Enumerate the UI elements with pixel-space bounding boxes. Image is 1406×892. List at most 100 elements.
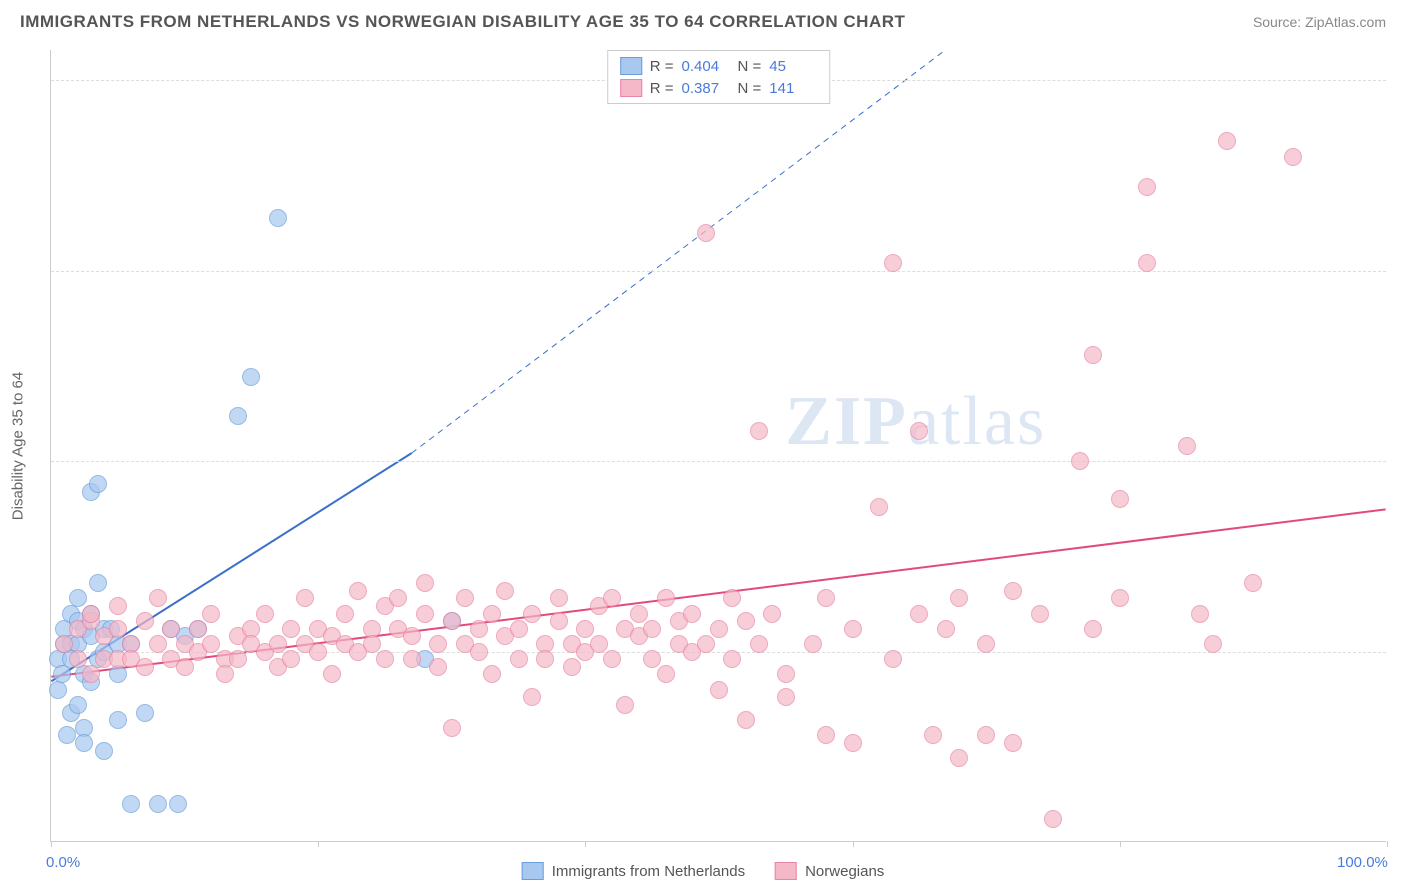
legend-series-label: Norwegians [805, 863, 884, 880]
scatter-point [723, 650, 741, 668]
scatter-point [69, 650, 87, 668]
scatter-point [563, 658, 581, 676]
legend-n-value: 45 [769, 58, 817, 75]
scatter-point [1138, 178, 1156, 196]
legend-r-label: R = [650, 80, 674, 97]
scatter-point [1084, 346, 1102, 364]
scatter-point [470, 620, 488, 638]
scatter-point [737, 612, 755, 630]
y-axis-title: Disability Age 35 to 64 [10, 372, 27, 520]
scatter-point [1218, 132, 1236, 150]
scatter-point [817, 589, 835, 607]
scatter-point [483, 605, 501, 623]
scatter-point [884, 254, 902, 272]
xtick-mark [51, 841, 52, 847]
scatter-chart: ZIPatlas R = 0.404N = 45R = 0.387N = 141… [50, 50, 1386, 842]
scatter-point [937, 620, 955, 638]
scatter-point [229, 650, 247, 668]
scatter-point [723, 589, 741, 607]
scatter-point [576, 620, 594, 638]
scatter-point [470, 643, 488, 661]
scatter-point [870, 498, 888, 516]
trendline-extrapolated [412, 50, 946, 453]
scatter-point [510, 620, 528, 638]
scatter-point [777, 688, 795, 706]
scatter-point [49, 681, 67, 699]
scatter-point [550, 612, 568, 630]
legend-r-value: 0.387 [682, 80, 730, 97]
scatter-point [844, 620, 862, 638]
scatter-point [349, 582, 367, 600]
scatter-point [456, 589, 474, 607]
scatter-point [176, 658, 194, 676]
scatter-point [69, 696, 87, 714]
xtick-label: 0.0% [46, 854, 80, 871]
scatter-point [763, 605, 781, 623]
scatter-point [977, 635, 995, 653]
scatter-point [1191, 605, 1209, 623]
legend-series-item: Norwegians [775, 862, 884, 880]
scatter-point [109, 620, 127, 638]
scatter-point [977, 726, 995, 744]
scatter-point [1044, 810, 1062, 828]
scatter-point [216, 665, 234, 683]
scatter-point [536, 650, 554, 668]
scatter-point [53, 665, 71, 683]
scatter-point [75, 734, 93, 752]
scatter-point [683, 605, 701, 623]
scatter-point [657, 665, 675, 683]
scatter-point [323, 665, 341, 683]
scatter-point [697, 224, 715, 242]
legend-series-item: Immigrants from Netherlands [522, 862, 745, 880]
legend-r-value: 0.404 [682, 58, 730, 75]
scatter-point [1178, 437, 1196, 455]
gridline-h [51, 461, 1386, 462]
xtick-mark [1387, 841, 1388, 847]
scatter-point [443, 612, 461, 630]
scatter-point [122, 795, 140, 813]
scatter-point [737, 711, 755, 729]
scatter-point [269, 209, 287, 227]
scatter-point [389, 589, 407, 607]
scatter-point [109, 597, 127, 615]
scatter-point [523, 605, 541, 623]
scatter-point [616, 696, 634, 714]
scatter-point [643, 620, 661, 638]
gridline-h [51, 271, 1386, 272]
scatter-point [429, 635, 447, 653]
legend-swatch [522, 862, 544, 880]
scatter-point [149, 589, 167, 607]
legend-n-label: N = [738, 80, 762, 97]
scatter-point [603, 650, 621, 668]
scatter-point [162, 620, 180, 638]
legend-r-label: R = [650, 58, 674, 75]
scatter-point [149, 795, 167, 813]
scatter-point [429, 658, 447, 676]
scatter-point [657, 589, 675, 607]
scatter-point [256, 605, 274, 623]
scatter-point [82, 665, 100, 683]
xtick-mark [585, 841, 586, 847]
scatter-point [202, 635, 220, 653]
scatter-point [1004, 734, 1022, 752]
scatter-point [496, 582, 514, 600]
scatter-point [403, 627, 421, 645]
scatter-point [82, 605, 100, 623]
scatter-point [416, 605, 434, 623]
scatter-point [95, 742, 113, 760]
scatter-point [229, 407, 247, 425]
source-attribution: Source: ZipAtlas.com [1253, 14, 1386, 30]
scatter-point [950, 749, 968, 767]
scatter-point [58, 726, 76, 744]
scatter-point [1284, 148, 1302, 166]
scatter-point [550, 589, 568, 607]
correlation-legend: R = 0.404N = 45R = 0.387N = 141 [607, 50, 831, 104]
scatter-point [523, 688, 541, 706]
scatter-point [242, 368, 260, 386]
scatter-point [590, 635, 608, 653]
scatter-point [710, 620, 728, 638]
legend-stat-row: R = 0.404N = 45 [620, 55, 818, 77]
scatter-point [817, 726, 835, 744]
scatter-point [403, 650, 421, 668]
scatter-point [269, 635, 287, 653]
